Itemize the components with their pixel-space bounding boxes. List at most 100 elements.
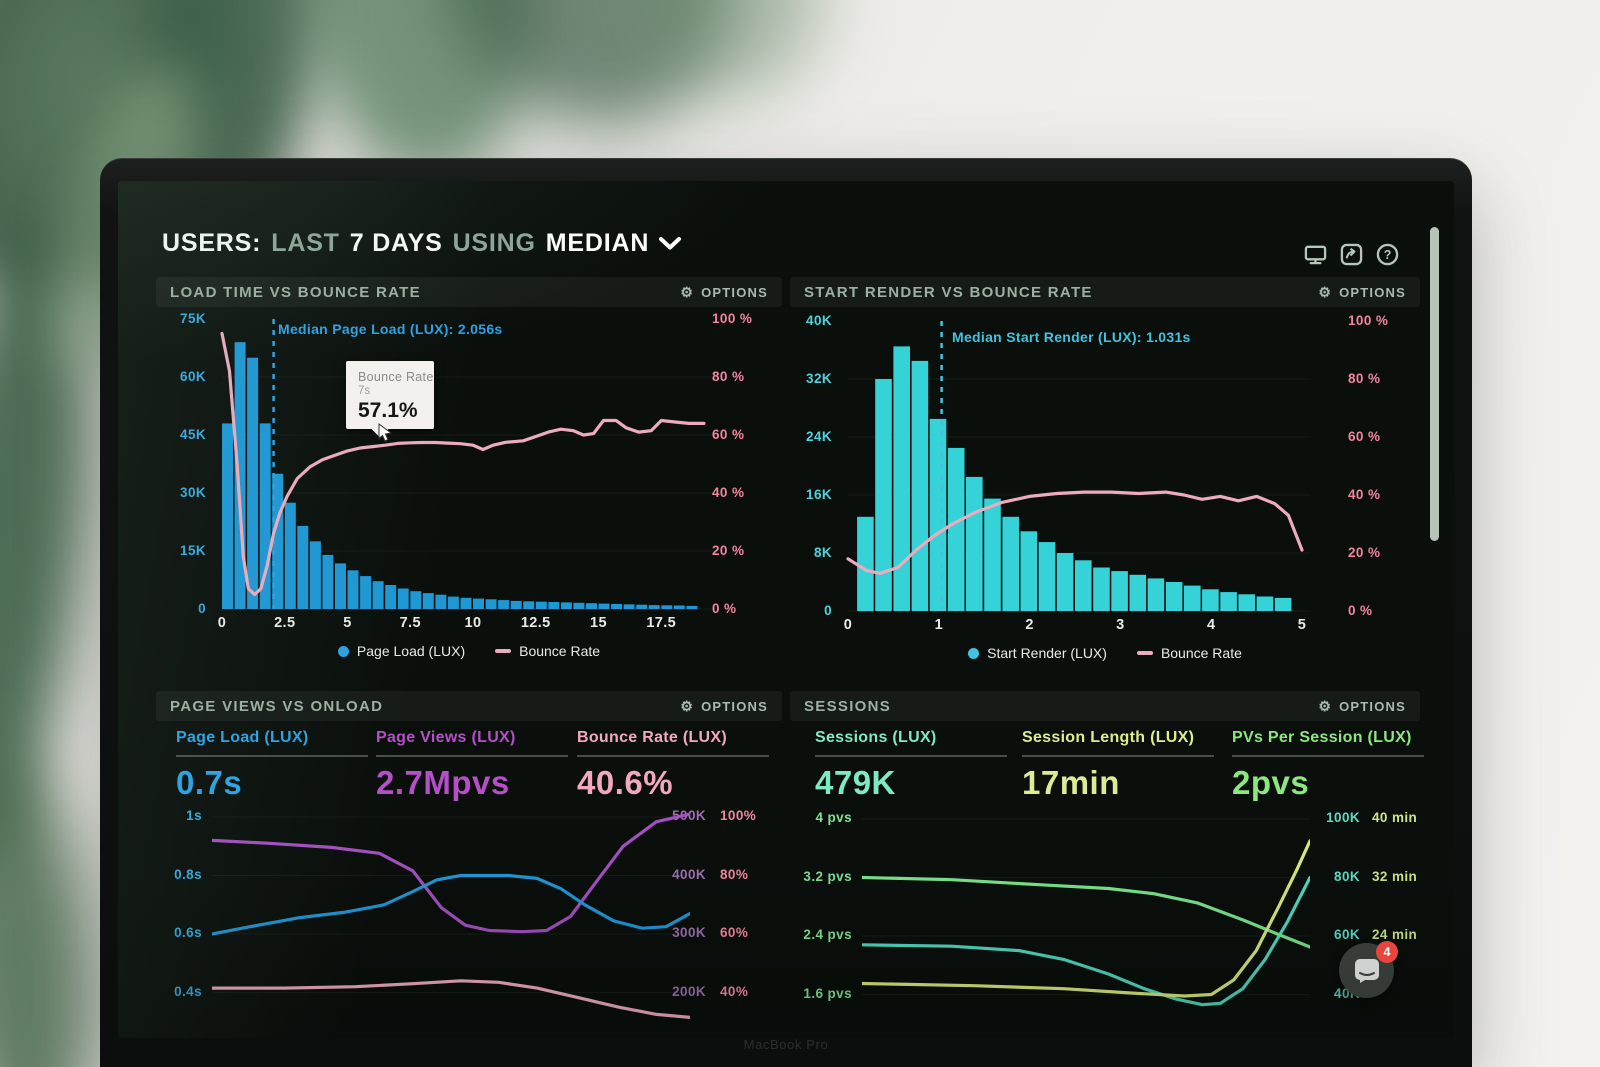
y-right-tick-secondary: 60% bbox=[720, 925, 749, 940]
y-right-tick-primary: 60K bbox=[1334, 927, 1360, 942]
y-left-tick: 0 bbox=[198, 601, 206, 616]
bounce-rate-line bbox=[846, 490, 1304, 575]
panel-title: SESSIONS bbox=[804, 697, 892, 715]
hover-tooltip: Bounce Rate 7s 57.1% bbox=[346, 361, 434, 429]
x-axis-tick: 12.5 bbox=[520, 615, 551, 631]
options-button[interactable]: ⚙ OPTIONS bbox=[680, 698, 768, 714]
x-axis-tick: 17.5 bbox=[646, 615, 677, 631]
metric-underline bbox=[1232, 755, 1424, 757]
y-left-tick: 60K bbox=[180, 369, 206, 384]
legend-label: Bounce Rate bbox=[519, 643, 601, 659]
panel-header: PAGE VIEWS VS ONLOAD ⚙ OPTIONS bbox=[156, 691, 782, 721]
options-button[interactable]: ⚙ OPTIONS bbox=[680, 284, 768, 300]
metric-pvs-per-session: PVs Per Session (LUX) 2pvs bbox=[1232, 729, 1424, 802]
chart-sessions[interactable]: 4 pvs 3.2 pvs 2.4 pvs 1.6 pvs 100K 40 min 80K 3… bbox=[790, 689, 1420, 1038]
laptop-brand-label: MacBook Pro bbox=[743, 1037, 829, 1052]
metric-bounce-rate: Bounce Rate (LUX) 40.6% bbox=[577, 729, 769, 802]
share-icon[interactable] bbox=[1340, 243, 1363, 266]
gear-icon: ⚙ bbox=[680, 284, 695, 300]
y-right-tick: 100 % bbox=[712, 311, 753, 326]
metric-underline bbox=[1022, 755, 1214, 757]
sessions-plot[interactable] bbox=[862, 799, 1310, 1038]
series-line bbox=[862, 875, 1310, 1007]
y-left-tick: 0.4s bbox=[174, 983, 202, 999]
metric-underline bbox=[815, 755, 1007, 757]
legend-item[interactable]: Bounce Rate bbox=[1136, 645, 1242, 661]
y-right-tick: 100 % bbox=[1348, 313, 1389, 328]
chart-legend: Page Load (LUX) Bounce Rate bbox=[156, 643, 782, 659]
chevron-down-icon bbox=[659, 237, 682, 250]
options-button[interactable]: ⚙ OPTIONS bbox=[1318, 698, 1406, 714]
y-left-tick: 30K bbox=[180, 485, 206, 500]
y-left-tick: 75K bbox=[180, 311, 206, 326]
y-right-tick-primary: 200K bbox=[672, 983, 706, 999]
panel-title: PAGE VIEWS VS ONLOAD bbox=[170, 697, 384, 715]
y-right-tick: 20 % bbox=[712, 543, 745, 558]
legend-marker bbox=[968, 647, 980, 659]
x-axis-tick: 1 bbox=[934, 617, 944, 633]
legend-label: Start Render (LUX) bbox=[987, 645, 1107, 661]
help-icon[interactable]: ? bbox=[1376, 243, 1399, 266]
x-axis-tick: 0 bbox=[217, 615, 227, 631]
chart-load-time[interactable]: 75K 60K 45K 30K 15K 0 100 % 80 % 60 % 40 % 20 % 0 %… bbox=[156, 275, 782, 687]
y-right-tick: 60 % bbox=[1348, 429, 1381, 444]
y-left-tick: 1s bbox=[186, 808, 202, 823]
gear-icon: ⚙ bbox=[1318, 698, 1333, 714]
series-line bbox=[212, 873, 690, 936]
y-right-tick: 80 % bbox=[1348, 371, 1381, 386]
y-left-tick: 3.2 pvs bbox=[803, 868, 852, 884]
title-last: LAST bbox=[271, 229, 340, 257]
chart-start-render[interactable]: 40K 32K 24K 16K 8K 0 100 % 80 % 60 % 40 % 20 % 0 % 0… bbox=[790, 275, 1420, 687]
mouse-cursor-icon bbox=[378, 423, 393, 442]
median-annotation: Median Start Render (LUX): 1.031s bbox=[952, 329, 1191, 345]
y-left-tick: 8K bbox=[813, 545, 832, 560]
y-right-tick-primary: 100K bbox=[1326, 810, 1360, 825]
panel-title: LOAD TIME VS BOUNCE RATE bbox=[170, 283, 421, 301]
display-icon[interactable] bbox=[1304, 243, 1327, 266]
y-right-tick: 60 % bbox=[712, 427, 745, 442]
title-median: MEDIAN bbox=[545, 229, 650, 257]
options-button[interactable]: ⚙ OPTIONS bbox=[1318, 284, 1406, 300]
load-time-vs-bounce-rate-plot[interactable] bbox=[220, 319, 714, 613]
panel-header: START RENDER VS BOUNCE RATE ⚙ OPTIONS bbox=[790, 277, 1420, 307]
gear-icon: ⚙ bbox=[680, 698, 695, 714]
header-icons: ? bbox=[1304, 243, 1399, 266]
legend-item[interactable]: Start Render (LUX) bbox=[968, 645, 1107, 661]
y-right-tick-primary: 400K bbox=[672, 866, 706, 882]
chart-legend: Start Render (LUX) Bounce Rate bbox=[790, 645, 1420, 661]
page-views-vs-onload-plot[interactable] bbox=[212, 797, 690, 1038]
metric-page-load: Page Load (LUX) 0.7s bbox=[176, 729, 368, 802]
y-left-tick: 0 bbox=[824, 603, 832, 618]
panel-start-render-vs-bounce-rate: START RENDER VS BOUNCE RATE ⚙ OPTIONS 40K… bbox=[790, 275, 1420, 687]
panel-header: SESSIONS ⚙ OPTIONS bbox=[790, 691, 1420, 721]
legend-marker bbox=[1136, 651, 1153, 655]
panel-header: LOAD TIME VS BOUNCE RATE ⚙ OPTIONS bbox=[156, 277, 782, 307]
x-axis-tick: 2.5 bbox=[274, 615, 296, 631]
legend-item[interactable]: Page Load (LUX) bbox=[337, 643, 465, 659]
bounce-rate-line bbox=[220, 331, 706, 597]
metric-underline bbox=[176, 755, 368, 757]
y-right-tick-secondary: 100% bbox=[720, 808, 757, 823]
x-axis-tick: 5 bbox=[343, 615, 352, 631]
y-right-tick-secondary: 80% bbox=[720, 866, 749, 882]
legend-marker bbox=[495, 649, 512, 653]
y-left-tick: 2.4 pvs bbox=[803, 927, 852, 942]
scrollbar-thumb[interactable] bbox=[1430, 227, 1439, 541]
metric-session-length: Session Length (LUX) 17min bbox=[1022, 729, 1214, 802]
laptop: USERS: LAST 7 DAYS USING MEDIAN ? LOAD T… bbox=[100, 158, 1472, 1067]
x-axis-tick: 15 bbox=[590, 615, 607, 631]
plant-leaf bbox=[400, 0, 780, 171]
x-axis-tick: 5 bbox=[1297, 617, 1307, 633]
start-render-vs-bounce-rate-plot[interactable] bbox=[846, 321, 1311, 615]
plant-leaf bbox=[578, 0, 862, 132]
y-left-tick: 16K bbox=[806, 487, 832, 502]
dashboard-title-dropdown[interactable]: USERS: LAST 7 DAYS USING MEDIAN bbox=[162, 229, 682, 258]
title-users: USERS: bbox=[162, 229, 262, 257]
legend-item[interactable]: Bounce Rate bbox=[495, 643, 600, 659]
x-axis-tick: 0 bbox=[843, 617, 853, 633]
y-right-tick: 0 % bbox=[712, 601, 737, 616]
chart-page-views[interactable]: 1s 0.8s 0.6s 0.4s 500K 100% 400K 80% 300K 60% 200K… bbox=[156, 689, 782, 1038]
series-line bbox=[212, 812, 690, 934]
y-right-tick: 20 % bbox=[1348, 545, 1381, 560]
histogram-bars bbox=[857, 346, 1292, 612]
